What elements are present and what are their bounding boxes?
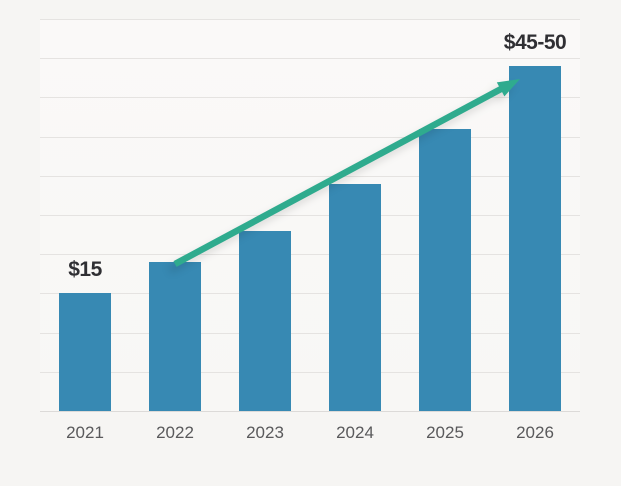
gridline — [40, 215, 580, 216]
bar-2021 — [59, 293, 111, 411]
gridline — [40, 136, 580, 138]
x-label-2022: 2022 — [156, 423, 194, 442]
x-label-2021: 2021 — [66, 423, 104, 442]
bar-2025 — [419, 128, 471, 411]
gridline — [40, 254, 580, 256]
plot-area — [40, 19, 580, 412]
gridline — [40, 97, 580, 99]
x-label-2024: 2024 — [336, 423, 374, 442]
bar-2024 — [329, 183, 381, 411]
annotation-last-bar: $45-50 — [503, 31, 567, 55]
gridline — [40, 293, 580, 295]
gridline — [40, 19, 580, 20]
bar-2026 — [509, 66, 561, 411]
gridline — [40, 175, 580, 177]
gridline — [40, 58, 580, 60]
gridline — [40, 332, 580, 334]
gridline — [40, 371, 580, 373]
bar-2023 — [239, 230, 291, 411]
annotation-first-bar: $15 — [68, 258, 102, 282]
x-label-2026: 2026 — [516, 423, 554, 442]
bar-2022 — [149, 262, 201, 411]
x-label-2025: 2025 — [426, 423, 464, 442]
x-axis-baseline — [40, 411, 580, 412]
x-label-2023: 2023 — [246, 423, 284, 442]
